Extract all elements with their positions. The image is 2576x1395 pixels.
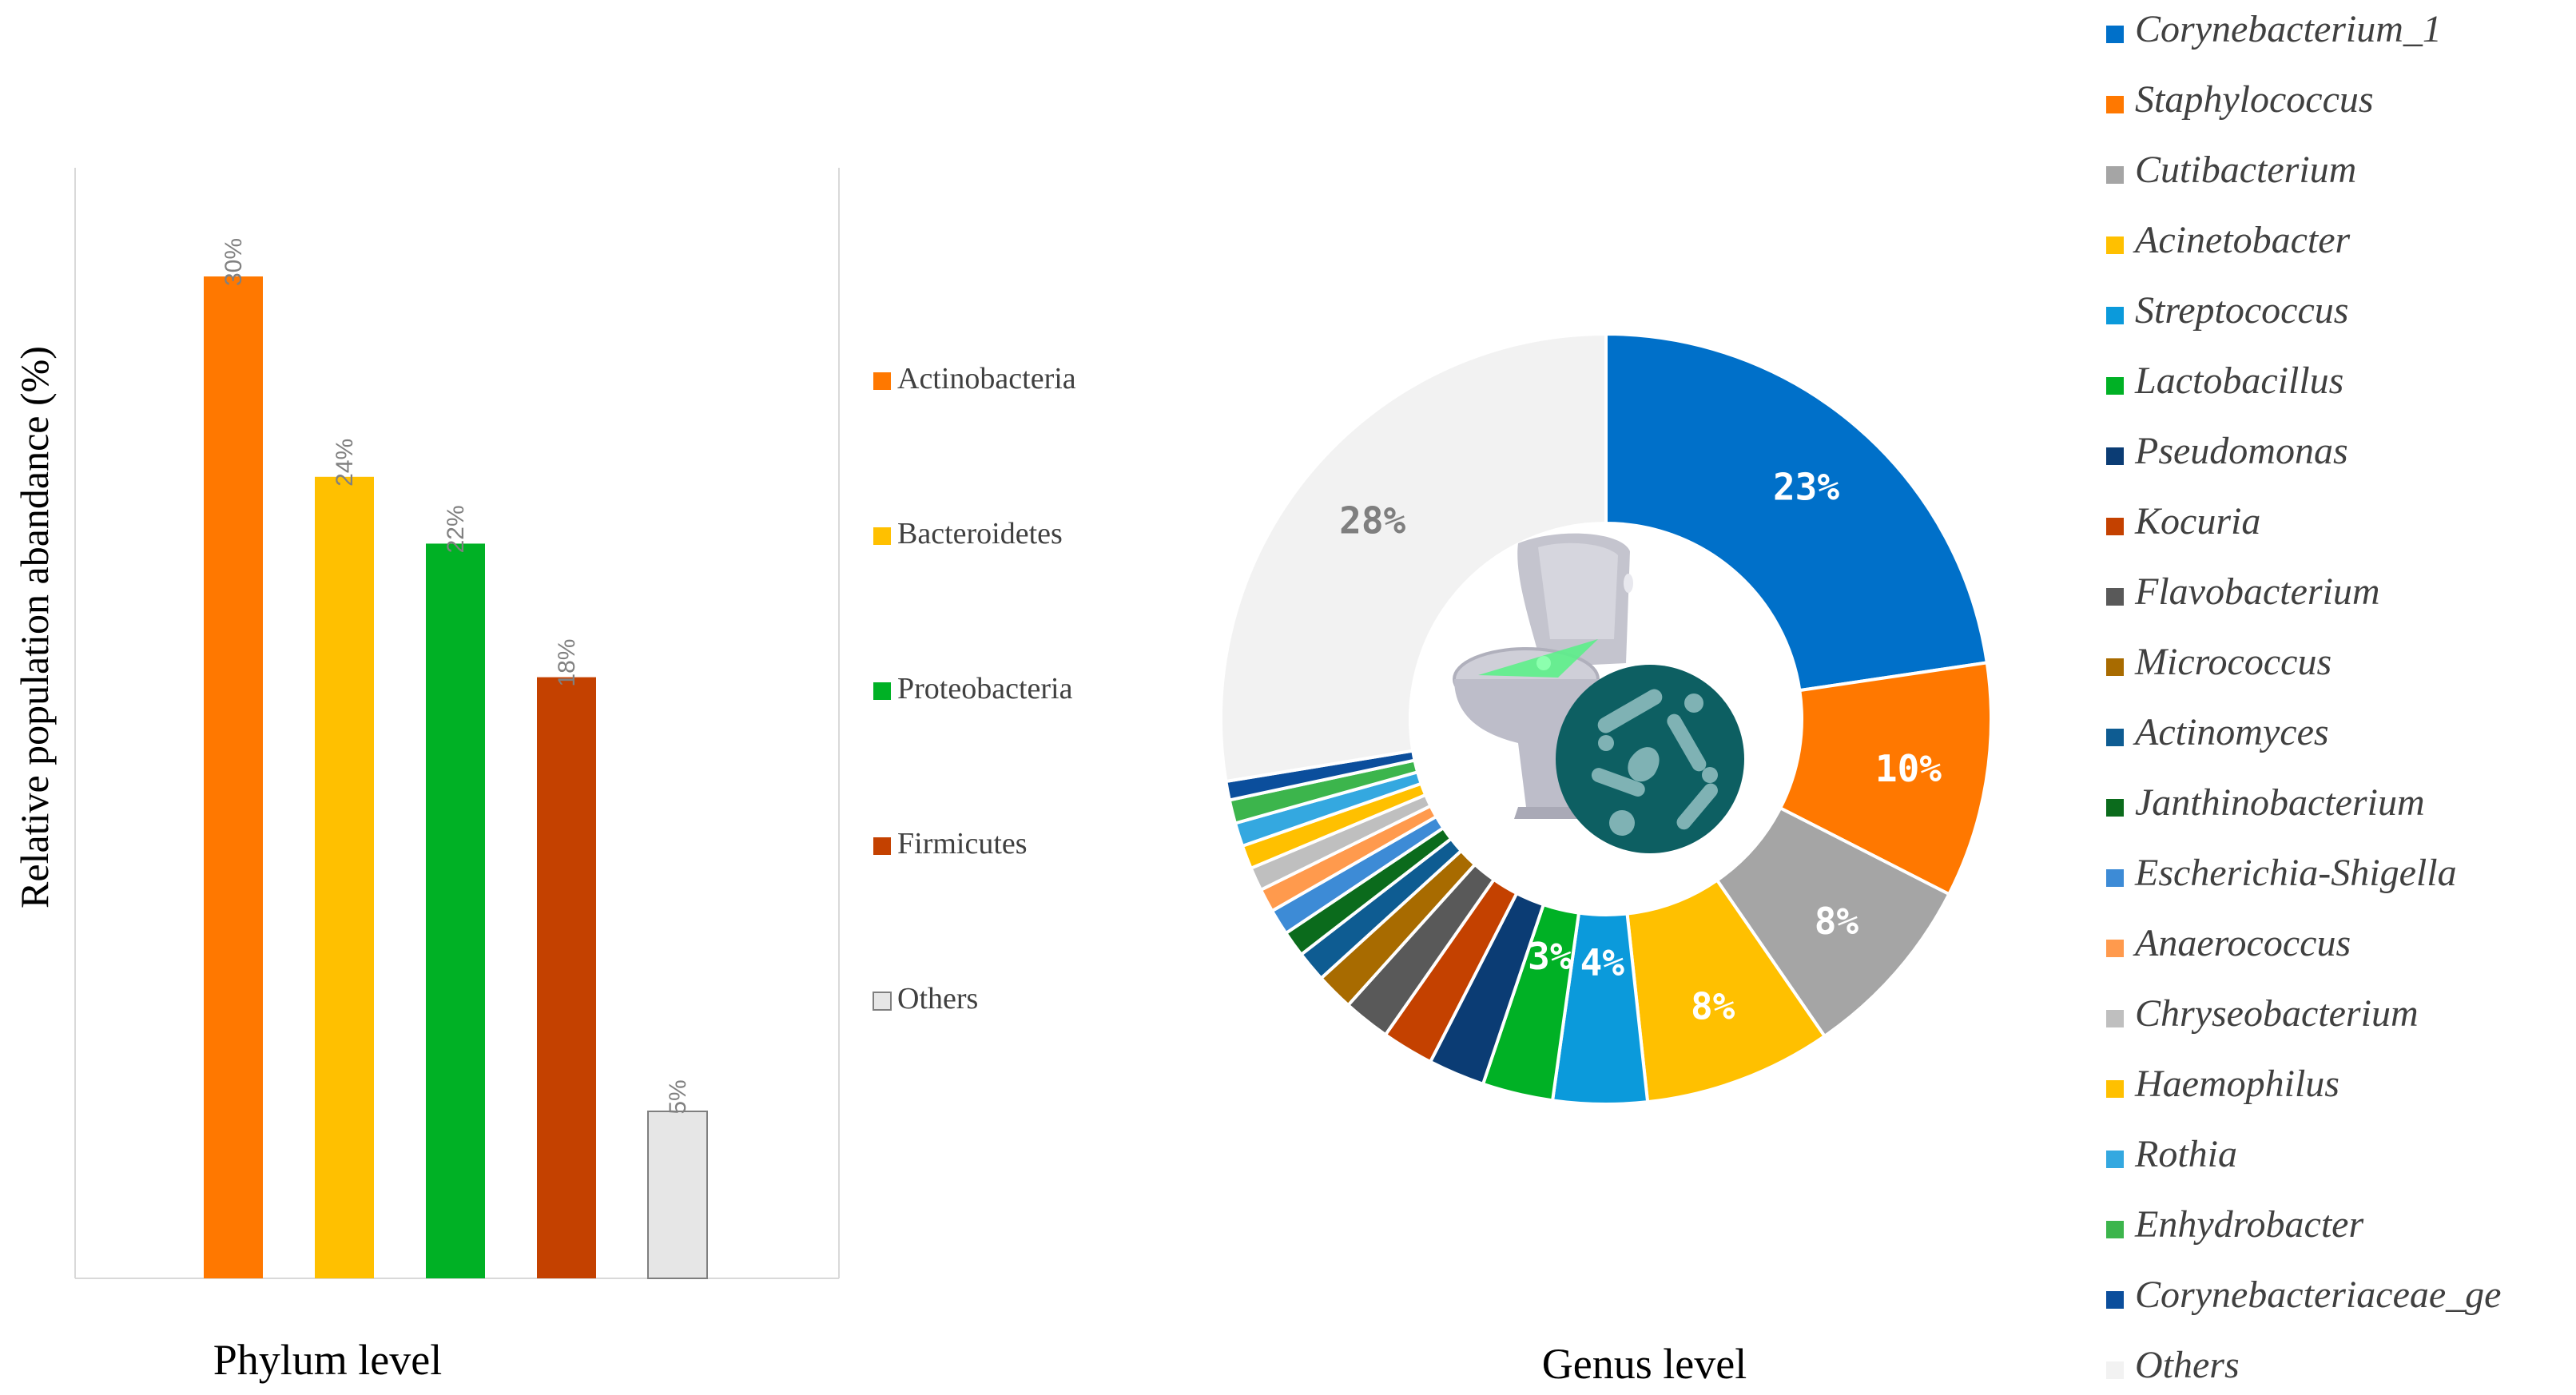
legend-swatch (2106, 377, 2124, 395)
bar-legend: Actinobacteria Bacteroidetes Proteobacteri… (873, 362, 1076, 1015)
legend-swatch (2106, 1221, 2124, 1238)
legend-label: Others (2135, 1344, 2240, 1386)
legend-swatch (2106, 1291, 2124, 1309)
legend-swatch (873, 837, 891, 855)
legend-swatch (2106, 729, 2124, 746)
donut-series (1219, 332, 1994, 1106)
legend-label: Streptococcus (2135, 289, 2348, 332)
legend-label: Corynebacterium_1 (2135, 8, 2442, 50)
legend-swatch (2106, 307, 2124, 324)
legend-swatch (2106, 96, 2124, 113)
legend-swatch (2106, 518, 2124, 535)
donut-data-label: 4% (1580, 941, 1625, 984)
legend-swatch (2106, 940, 2124, 957)
legend-label: Cutibacterium (2135, 149, 2356, 191)
legend-swatch (2106, 166, 2124, 184)
legend-swatch (2106, 1361, 2124, 1379)
legend-label: Escherichia-Shigella (2134, 852, 2457, 894)
legend-swatch (2106, 447, 2124, 465)
bar-data-label: 30% (221, 238, 247, 286)
donut-data-label: 3% (1528, 935, 1572, 978)
legend-swatch (2106, 1010, 2124, 1027)
donut-legend: Corynebacterium_1 Staphylococcus Cutibacte… (2106, 8, 2501, 1386)
legend-label: Chryseobacterium (2135, 992, 2419, 1035)
donut-data-labels: 23% 10% 8% 8% 4%3% 28% (1339, 466, 1942, 1028)
legend-swatch (2106, 869, 2124, 887)
bar-y-axis-label: Relative population abandance (%) (12, 346, 57, 908)
legend-label: Bacteroidetes (897, 517, 1063, 550)
donut-x-axis-label: Genus level (1542, 1340, 1747, 1388)
legend-label: Others (897, 982, 978, 1015)
bar-data-label: 24% (332, 439, 358, 487)
bar-series: 30% 24% 22% 18% 5% (204, 238, 708, 1279)
legend-label: Haemophilus (2134, 1063, 2339, 1105)
legend-swatch (2106, 588, 2124, 606)
bar-data-label: 5% (665, 1079, 691, 1114)
bar-data-label: 22% (443, 505, 469, 553)
donut-data-label: 23% (1773, 466, 1839, 509)
phylum-bar-chart: 30% 24% 22% 18% 5% Relative population aband… (12, 168, 1076, 1384)
legend-label: Actinobacteria (897, 362, 1076, 395)
donut-slice-staphylococcus (1778, 661, 1994, 896)
donut-data-label: 28% (1339, 499, 1405, 542)
legend-swatch (873, 527, 891, 545)
legend-label: Rothia (2134, 1133, 2237, 1175)
donut-data-label: 10% (1875, 747, 1942, 790)
legend-swatch (2106, 236, 2124, 254)
toilet-bacteria-icon (1453, 533, 1744, 853)
legend-swatch (2106, 26, 2124, 43)
legend-swatch (2106, 1151, 2124, 1168)
legend-label: Corynebacteriaceae_ge (2135, 1274, 2501, 1316)
legend-label: Staphylococcus (2135, 78, 2374, 121)
legend-label: Enhydrobacter (2134, 1203, 2363, 1246)
legend-swatch (2106, 799, 2124, 817)
legend-label: Flavobacterium (2134, 570, 2380, 613)
legend-label: Kocuria (2134, 500, 2260, 542)
bar-bacteroidetes (315, 476, 374, 1278)
legend-label: Proteobacteria (897, 672, 1073, 705)
donut-data-label: 8% (1691, 984, 1735, 1027)
legend-swatch (873, 682, 891, 700)
legend-label: Firmicutes (897, 827, 1028, 860)
bar-actinobacteria (204, 276, 263, 1278)
legend-swatch (873, 372, 891, 390)
bar-x-axis-label: Phylum level (213, 1336, 442, 1384)
legend-label: Acinetobacter (2133, 219, 2351, 261)
legend-swatch (2106, 1080, 2124, 1098)
legend-label: Pseudomonas (2134, 430, 2348, 472)
bar-data-label: 18% (554, 639, 580, 687)
legend-label: Anaerococcus (2133, 922, 2351, 964)
legend-swatch (2106, 658, 2124, 676)
donut-slice-corynebacterium_1 (1604, 332, 1990, 693)
legend-label: Micrococcus (2134, 641, 2332, 683)
bar-firmicutes (537, 677, 596, 1278)
bar-others (647, 1111, 708, 1279)
donut-slice-others (1219, 332, 1608, 784)
legend-label: Janthinobacterium (2135, 781, 2425, 824)
bar-proteobacteria (426, 543, 485, 1278)
donut-data-label: 8% (1815, 900, 1859, 943)
legend-swatch (873, 992, 892, 1011)
genus-donut-chart: 23% 10% 8% 8% 4%3% 28% (1219, 8, 2501, 1388)
legend-label: Actinomyces (2133, 711, 2329, 753)
legend-label: Lactobacillus (2134, 360, 2343, 402)
